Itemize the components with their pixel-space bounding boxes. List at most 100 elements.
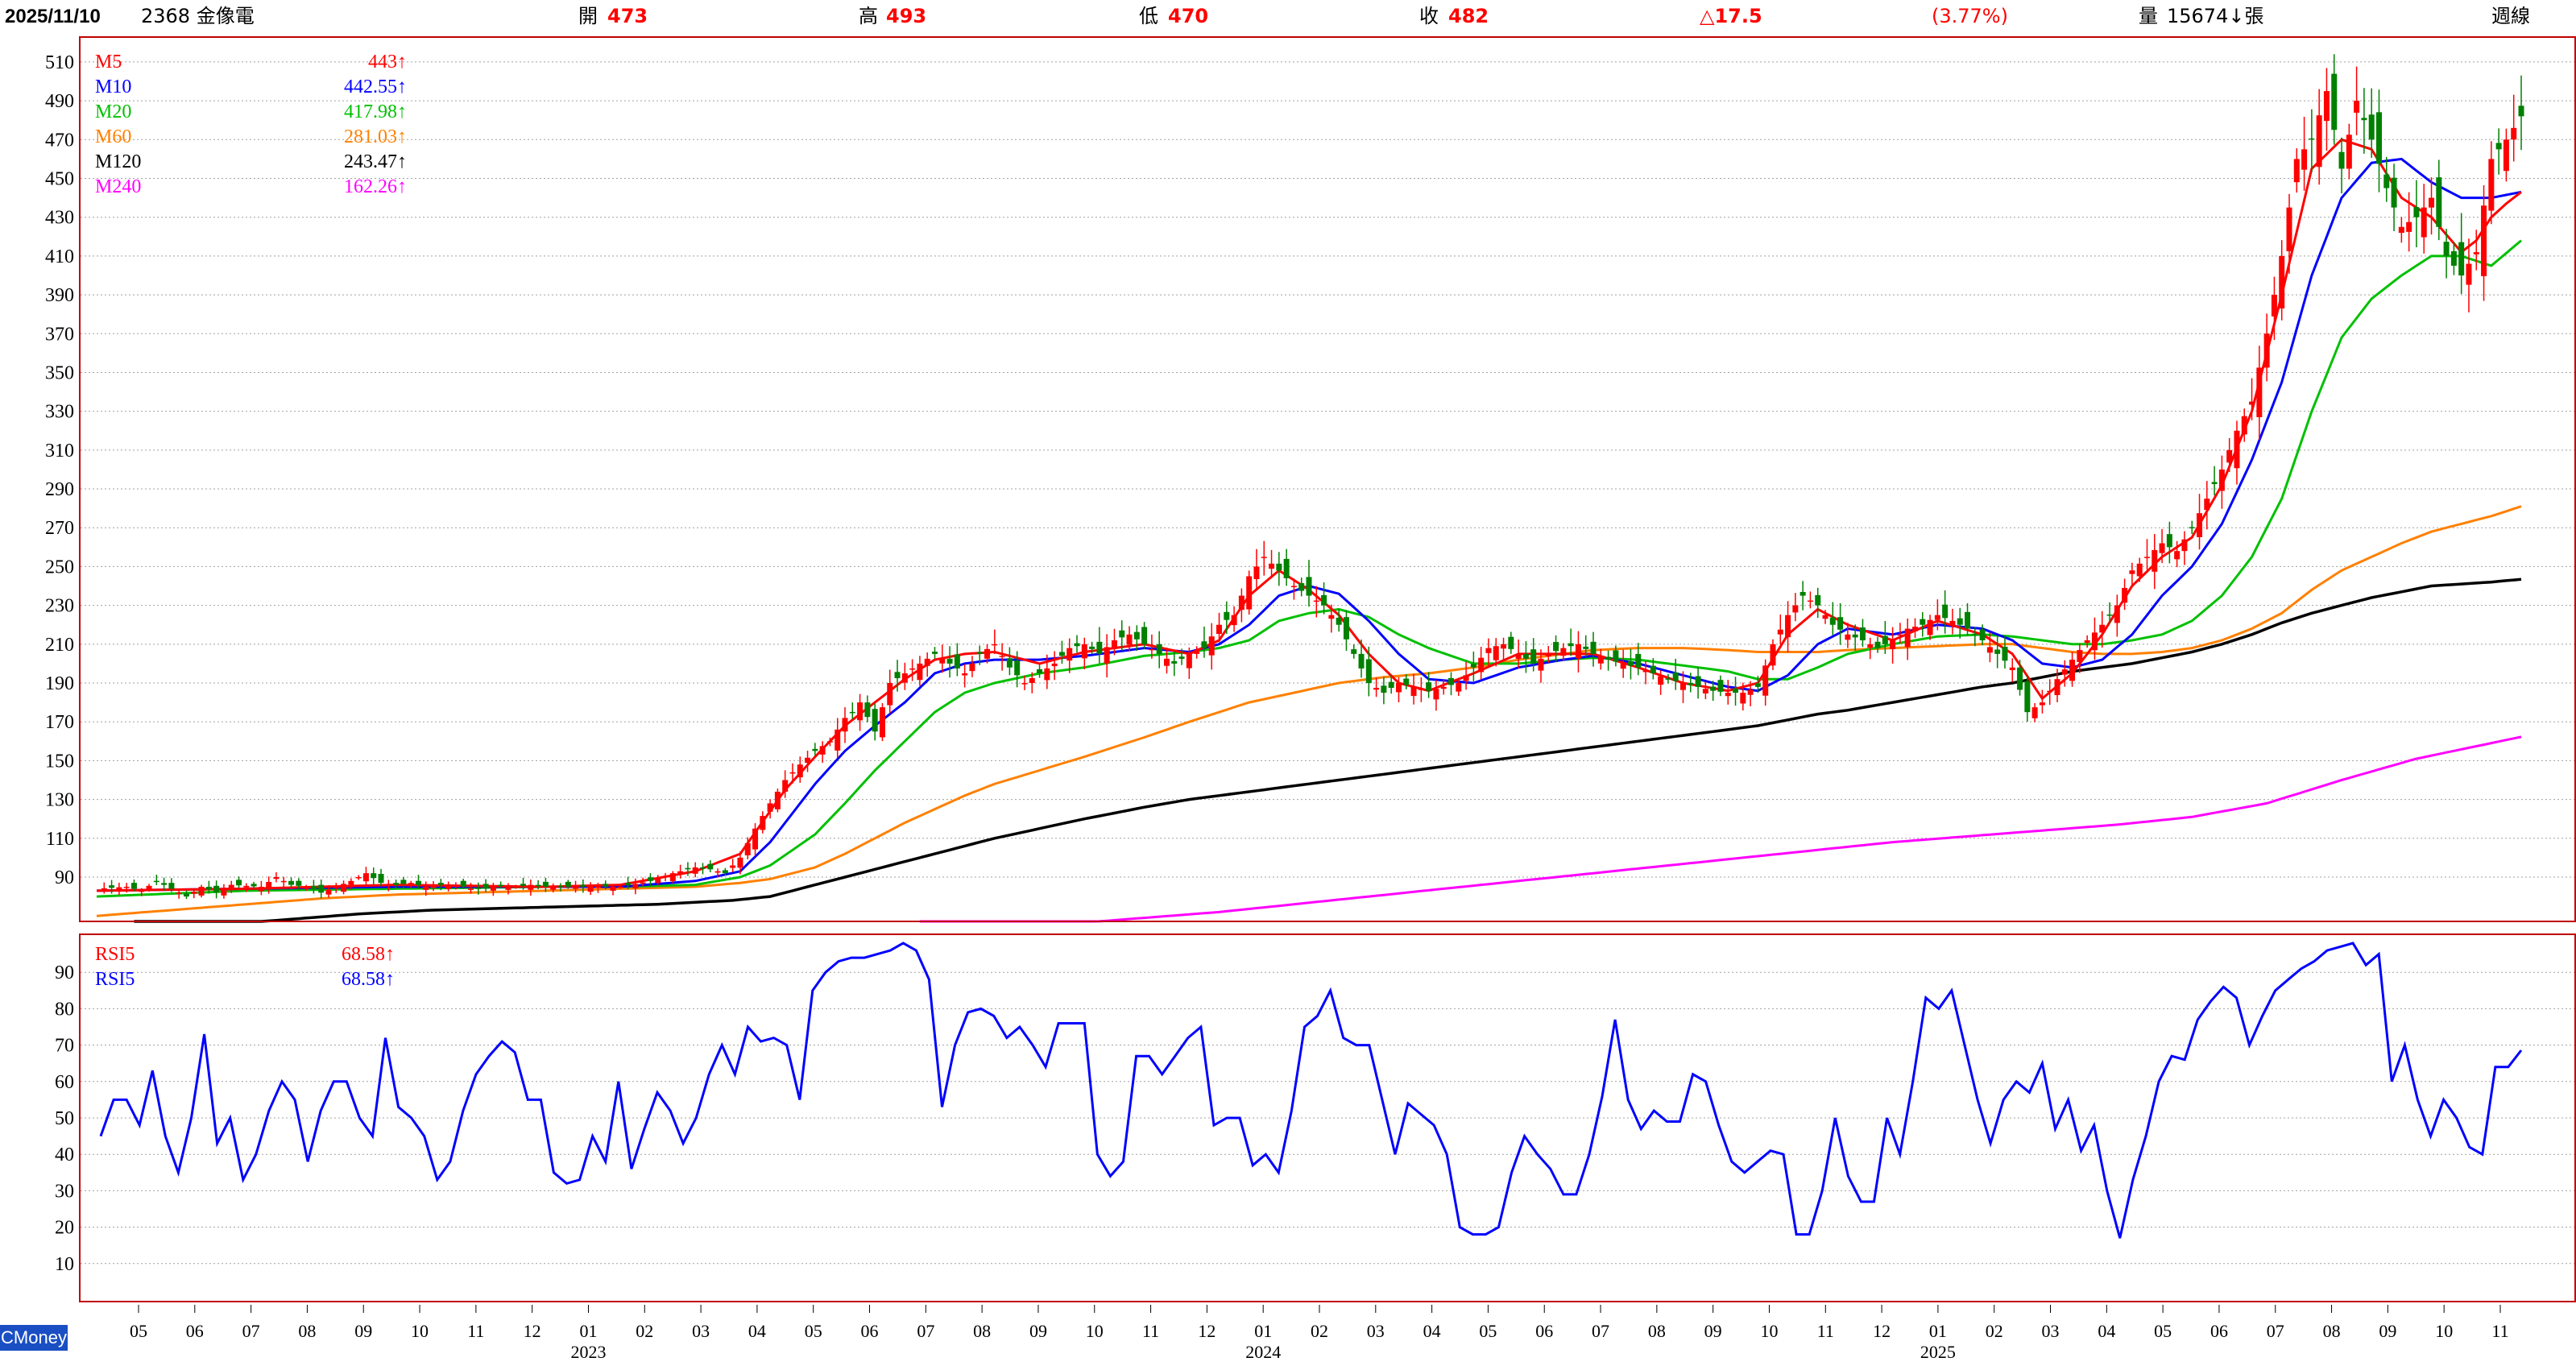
candle-body [1672, 672, 1679, 681]
candle-body [1246, 576, 1253, 610]
month-label: 02 [1311, 1321, 1328, 1341]
candle-body [565, 881, 571, 888]
ma-line-m240 [919, 735, 2522, 923]
candle-body [123, 887, 130, 888]
candle-body [303, 887, 309, 889]
candle-body [1253, 566, 1260, 580]
candle-body [460, 880, 466, 888]
candle-body [1807, 600, 1813, 602]
month-label: 10 [2435, 1321, 2453, 1341]
candle-body [1597, 656, 1604, 664]
candle-body [1074, 643, 1080, 647]
candle-body [1522, 653, 1529, 659]
candle-body [2047, 690, 2053, 693]
candle-body [288, 880, 295, 885]
candle-body [266, 882, 272, 888]
candle-body [1290, 586, 1297, 588]
candle-body [1119, 630, 1125, 638]
candle-body [2189, 527, 2195, 528]
candle-body [767, 803, 773, 812]
price-tick-label: 290 [45, 479, 74, 500]
candle-body [191, 892, 197, 894]
candle-body [954, 654, 960, 669]
rsi-panel-frame [79, 933, 2576, 1302]
candle-body [1747, 689, 1754, 695]
candle-body [939, 658, 946, 664]
candle-body [1029, 677, 1035, 684]
candle-body [1897, 634, 1903, 636]
candle-body [1313, 600, 1319, 602]
candle-body [1680, 683, 1687, 690]
candle-body [826, 741, 833, 743]
month-label: 06 [861, 1321, 879, 1341]
month-label: 11 [1142, 1321, 1159, 1341]
rsi-line [99, 942, 2523, 1239]
legend-name: M20 [95, 101, 131, 122]
ma-line-m10 [96, 157, 2522, 892]
legend-name: M120 [95, 151, 141, 172]
price-tick-label: 410 [45, 246, 74, 267]
month-label: 01 [579, 1321, 597, 1341]
candle-body [760, 816, 766, 830]
candle-body [1373, 688, 1380, 690]
change-value: △17.5 [1700, 5, 1762, 27]
month-label: 04 [2098, 1321, 2115, 1341]
candle-body [475, 888, 482, 889]
candle-body [520, 884, 527, 886]
candle-body [1515, 653, 1522, 659]
rsi-tick-label: 30 [55, 1181, 74, 1202]
month-label: 05 [805, 1321, 822, 1341]
candle-body [946, 658, 953, 664]
moving-average-lines [96, 138, 2522, 923]
month-label: 04 [748, 1321, 766, 1341]
candle-body [1156, 644, 1162, 654]
month-label: 12 [1873, 1321, 1891, 1341]
month-label: 11 [1817, 1321, 1834, 1341]
candle-body [1261, 557, 1267, 558]
candle-body [2368, 114, 2375, 140]
month-label: 08 [2323, 1321, 2341, 1341]
low-label: 低 [1139, 5, 1158, 27]
rsi-tick-label: 20 [55, 1218, 74, 1239]
month-label: 12 [1198, 1321, 1216, 1341]
rsi-tick-label: 70 [55, 1036, 74, 1057]
candle-body [415, 880, 421, 885]
rsi-legend: RSI5 68.58↑ RSI5 68.58↑ [95, 944, 395, 990]
candle-body [1456, 683, 1462, 692]
close-label: 收 [1419, 5, 1439, 27]
month-label: 06 [186, 1321, 204, 1341]
candle-body [1298, 583, 1305, 591]
candle-body [385, 884, 391, 886]
candle-body [101, 888, 107, 890]
candle-body [2473, 252, 2479, 255]
candle-body [1837, 617, 1844, 630]
month-label: 08 [1648, 1321, 1666, 1341]
candle-body [2039, 702, 2045, 706]
candle-body [805, 757, 811, 764]
candle-body [528, 884, 534, 890]
candle-body [1096, 641, 1103, 654]
month-label: 07 [242, 1321, 260, 1341]
candle-body [2091, 632, 2098, 651]
month-label: 01 [1254, 1321, 1272, 1341]
open-label: 開 [578, 5, 598, 27]
candle-body [677, 871, 684, 875]
candle-body [2099, 624, 2106, 633]
volume-value: 15674↓張 [2167, 5, 2263, 27]
month-label: 09 [1704, 1321, 1722, 1341]
candle-body [2429, 197, 2435, 208]
candle-body [273, 876, 280, 880]
candle-body [1178, 656, 1185, 659]
legend-name: M10 [95, 77, 131, 97]
candle-body [1081, 644, 1087, 659]
candle-body [512, 887, 519, 888]
legend-value: 442.55↑ [344, 77, 407, 97]
price-tick-label: 330 [45, 402, 74, 423]
candle-body [2166, 534, 2172, 548]
candle-body [1336, 617, 1342, 625]
candle-body [789, 772, 796, 774]
candle-body [2009, 667, 2015, 670]
candle-body [1799, 592, 1806, 596]
candle-body [453, 884, 459, 887]
candle-body [1717, 680, 1724, 692]
